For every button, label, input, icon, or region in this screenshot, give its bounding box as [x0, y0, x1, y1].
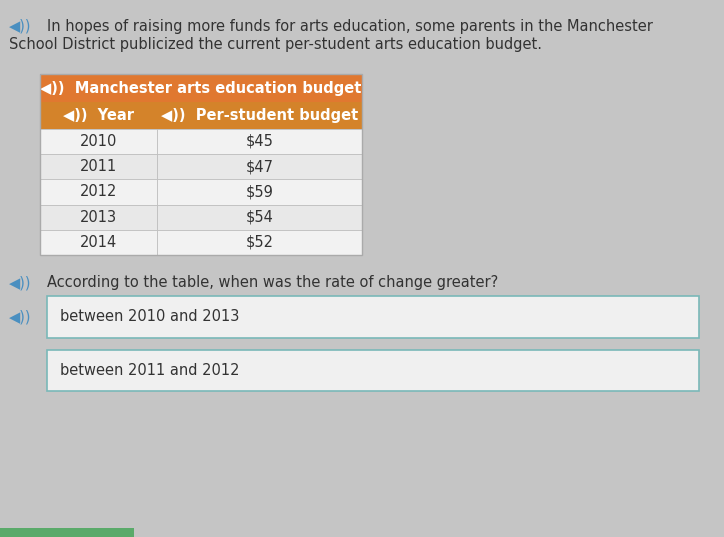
FancyBboxPatch shape	[47, 296, 699, 338]
FancyBboxPatch shape	[40, 74, 362, 102]
Text: ◀))  Manchester arts education budget: ◀)) Manchester arts education budget	[41, 81, 361, 96]
FancyBboxPatch shape	[40, 129, 157, 154]
FancyBboxPatch shape	[157, 179, 362, 205]
Text: School District publicized the current per-student arts education budget.: School District publicized the current p…	[9, 37, 542, 52]
FancyBboxPatch shape	[157, 154, 362, 179]
FancyBboxPatch shape	[40, 179, 157, 205]
Text: $45: $45	[245, 134, 274, 149]
FancyBboxPatch shape	[40, 154, 157, 179]
FancyBboxPatch shape	[0, 528, 134, 537]
FancyBboxPatch shape	[157, 102, 362, 129]
FancyBboxPatch shape	[157, 230, 362, 255]
Text: $52: $52	[245, 235, 274, 250]
FancyBboxPatch shape	[157, 129, 362, 154]
Text: In hopes of raising more funds for arts education, some parents in the Mancheste: In hopes of raising more funds for arts …	[47, 19, 653, 34]
Text: 2012: 2012	[80, 185, 117, 199]
Text: 2013: 2013	[80, 210, 117, 224]
FancyBboxPatch shape	[40, 102, 157, 129]
Text: According to the table, when was the rate of change greater?: According to the table, when was the rat…	[47, 275, 498, 291]
FancyBboxPatch shape	[157, 205, 362, 230]
Text: $47: $47	[245, 159, 274, 174]
Text: 2011: 2011	[80, 159, 117, 174]
Text: between 2011 and 2012: between 2011 and 2012	[60, 363, 240, 378]
Text: ◀)): ◀))	[9, 19, 32, 34]
Text: ◀)): ◀))	[9, 275, 32, 291]
Text: $54: $54	[245, 210, 274, 224]
FancyBboxPatch shape	[40, 205, 157, 230]
Text: ◀))  Per-student budget: ◀)) Per-student budget	[161, 108, 358, 123]
FancyBboxPatch shape	[40, 230, 157, 255]
Text: ◀)): ◀))	[9, 309, 32, 324]
Text: ◀))  Year: ◀)) Year	[63, 108, 134, 123]
Text: between 2010 and 2013: between 2010 and 2013	[60, 309, 240, 324]
FancyBboxPatch shape	[47, 350, 699, 391]
Text: 2010: 2010	[80, 134, 117, 149]
Text: 2014: 2014	[80, 235, 117, 250]
Text: $59: $59	[245, 185, 274, 199]
